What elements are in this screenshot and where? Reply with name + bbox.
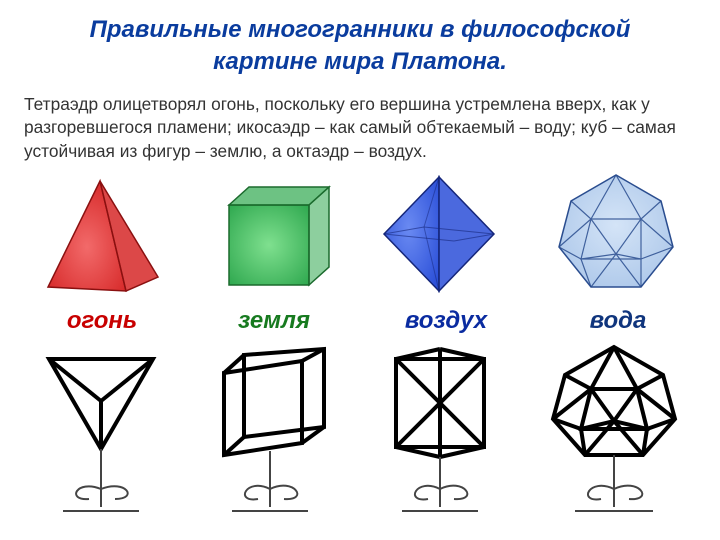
label-earth: земля <box>188 307 360 335</box>
title-line1: Правильные многогранники в философской <box>90 16 631 43</box>
icosahedron-solid <box>541 169 691 299</box>
octahedron-wireframe <box>360 339 520 529</box>
wireframe-row <box>0 335 720 529</box>
label-fire: огонь <box>16 307 188 335</box>
cube-solid <box>197 169 337 299</box>
description-text: Тетраэдр олицетворял огонь, поскольку ег… <box>0 79 720 169</box>
tetrahedron-solid <box>30 169 170 299</box>
icosahedron-wireframe <box>529 339 699 529</box>
tetrahedron-wireframe <box>21 339 181 529</box>
colored-solids-row <box>0 169 720 299</box>
octahedron-solid <box>364 169 514 299</box>
label-water: вода <box>532 307 704 335</box>
label-air: воздух <box>360 307 532 335</box>
element-labels-row: огонь земля воздух вода <box>0 299 720 335</box>
cube-wireframe <box>190 339 350 529</box>
title-line2: картине мира Платона. <box>213 48 507 75</box>
page-title: Правильные многогранники в философской к… <box>0 0 720 79</box>
